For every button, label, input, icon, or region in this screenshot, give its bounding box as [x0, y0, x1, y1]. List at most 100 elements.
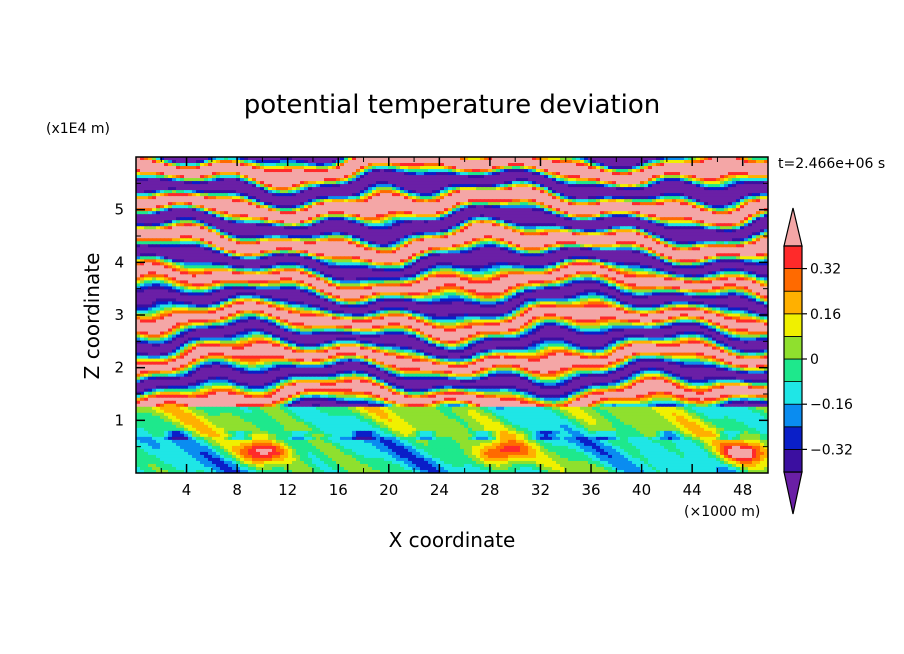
contour-cell [736, 238, 741, 242]
contour-cell [172, 193, 177, 197]
contour-cell [524, 172, 529, 176]
contour-cell [420, 226, 425, 230]
contour-cell [604, 241, 609, 245]
contour-cell [400, 226, 405, 230]
contour-cell [708, 214, 713, 218]
contour-cell [352, 187, 357, 191]
contour-cell [660, 220, 665, 224]
contour-cell [340, 217, 345, 221]
contour-cell [220, 163, 225, 167]
contour-cell [352, 247, 357, 251]
contour-cell [708, 175, 713, 179]
contour-cell [600, 214, 605, 218]
contour-cell [684, 175, 689, 179]
contour-cell [316, 220, 321, 224]
contour-cell [496, 166, 501, 170]
contour-cell [360, 166, 365, 170]
contour-cell [284, 178, 289, 182]
contour-cell [300, 196, 305, 200]
contour-cell [732, 202, 737, 206]
contour-cell [308, 244, 313, 248]
contour-cell [588, 235, 593, 239]
contour-cell [348, 211, 353, 215]
contour-cell [496, 235, 501, 239]
contour-cell [408, 166, 413, 170]
contour-cell [200, 226, 205, 230]
contour-cell [536, 193, 541, 197]
contour-cell [140, 190, 145, 194]
contour-cell [416, 247, 421, 251]
contour-cell [752, 241, 757, 245]
contour-cell [752, 169, 757, 173]
contour-cell [324, 160, 329, 164]
contour-cell [492, 163, 497, 167]
contour-cell [444, 223, 449, 227]
contour-cell [696, 229, 701, 233]
contour-cell [240, 241, 245, 245]
contour-cell [172, 205, 177, 209]
contour-cell [424, 244, 429, 248]
contour-cell [492, 244, 497, 248]
contour-cell [356, 229, 361, 233]
contour-cell [248, 208, 253, 212]
contour-cell [500, 217, 505, 221]
contour-cell [688, 178, 693, 182]
contour-cell [464, 208, 469, 212]
contour-cell [236, 163, 241, 167]
contour-cell [764, 166, 768, 170]
contour-cell [708, 157, 713, 161]
contour-cell [504, 163, 509, 167]
contour-cell [288, 169, 293, 173]
contour-cell [168, 250, 173, 254]
contour-cell [272, 157, 277, 161]
contour-cell [456, 172, 461, 176]
contour-cell [508, 217, 513, 221]
contour-cell [680, 220, 685, 224]
contour-cell [320, 226, 325, 230]
contour-cell [620, 169, 625, 173]
contour-cell [432, 184, 437, 188]
contour-cell [268, 190, 273, 194]
contour-cell [192, 247, 197, 251]
contour-cell [232, 160, 237, 164]
contour-cell [600, 178, 605, 182]
contour-cell [156, 169, 161, 173]
contour-cell [236, 250, 241, 254]
contour-cell [344, 205, 349, 209]
contour-cell [220, 223, 225, 227]
contour-cell [628, 196, 633, 200]
contour-cell [444, 232, 449, 236]
contour-cell [356, 208, 361, 212]
contour-cell [136, 229, 141, 233]
contour-cell [728, 169, 733, 173]
contour-cell [680, 232, 685, 236]
contour-cell [428, 187, 433, 191]
contour-cell [728, 163, 733, 167]
contour-cell [396, 160, 401, 164]
contour-cell [456, 235, 461, 239]
contour-cell [308, 229, 313, 233]
contour-cell [504, 181, 509, 185]
contour-cell [436, 166, 441, 170]
contour-cell [292, 190, 297, 194]
contour-cell [460, 169, 465, 173]
contour-cell [408, 235, 413, 239]
contour-cell [212, 196, 217, 200]
contour-cell [736, 217, 741, 221]
contour-cell [672, 235, 677, 239]
contour-cell [680, 178, 685, 182]
contour-cell [628, 193, 633, 197]
contour-cell [552, 187, 557, 191]
contour-cell [152, 232, 157, 236]
contour-cell [212, 250, 217, 254]
contour-cell [268, 220, 273, 224]
contour-cell [764, 178, 768, 182]
contour-cell [340, 250, 345, 254]
contour-cell [472, 247, 477, 251]
contour-cell [584, 205, 589, 209]
contour-cell [516, 226, 521, 230]
contour-cell [512, 235, 517, 239]
contour-cell [604, 214, 609, 218]
contour-cell [160, 223, 165, 227]
contour-cell [568, 166, 573, 170]
